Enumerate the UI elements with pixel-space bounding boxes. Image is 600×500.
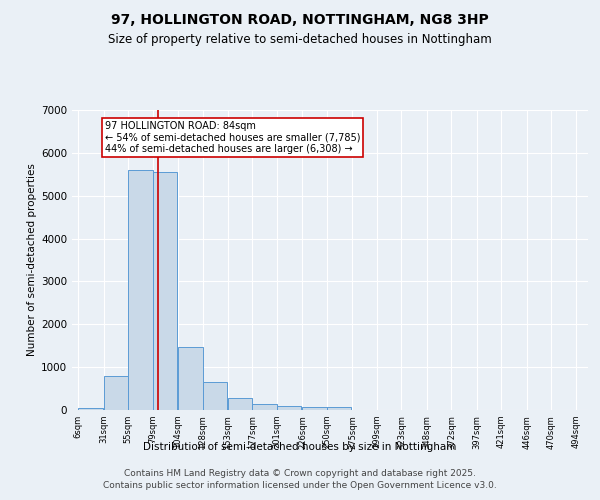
Bar [253, 404, 277, 410]
Bar [152, 172, 177, 410]
Bar [104, 376, 128, 410]
Bar [128, 170, 152, 410]
Text: 97 HOLLINGTON ROAD: 84sqm
← 54% of semi-detached houses are smaller (7,785)
44% : 97 HOLLINGTON ROAD: 84sqm ← 54% of semi-… [104, 120, 360, 154]
Bar [78, 408, 103, 410]
Text: Size of property relative to semi-detached houses in Nottingham: Size of property relative to semi-detach… [108, 32, 492, 46]
Text: 97, HOLLINGTON ROAD, NOTTINGHAM, NG8 3HP: 97, HOLLINGTON ROAD, NOTTINGHAM, NG8 3HP [111, 12, 489, 26]
Y-axis label: Number of semi-detached properties: Number of semi-detached properties [27, 164, 37, 356]
Bar [178, 347, 203, 410]
Bar [327, 408, 352, 410]
Bar [228, 398, 253, 410]
Bar [302, 407, 327, 410]
Bar [277, 406, 301, 410]
Bar [203, 382, 227, 410]
Text: Distribution of semi-detached houses by size in Nottingham: Distribution of semi-detached houses by … [143, 442, 457, 452]
Text: Contains HM Land Registry data © Crown copyright and database right 2025.
Contai: Contains HM Land Registry data © Crown c… [103, 468, 497, 490]
